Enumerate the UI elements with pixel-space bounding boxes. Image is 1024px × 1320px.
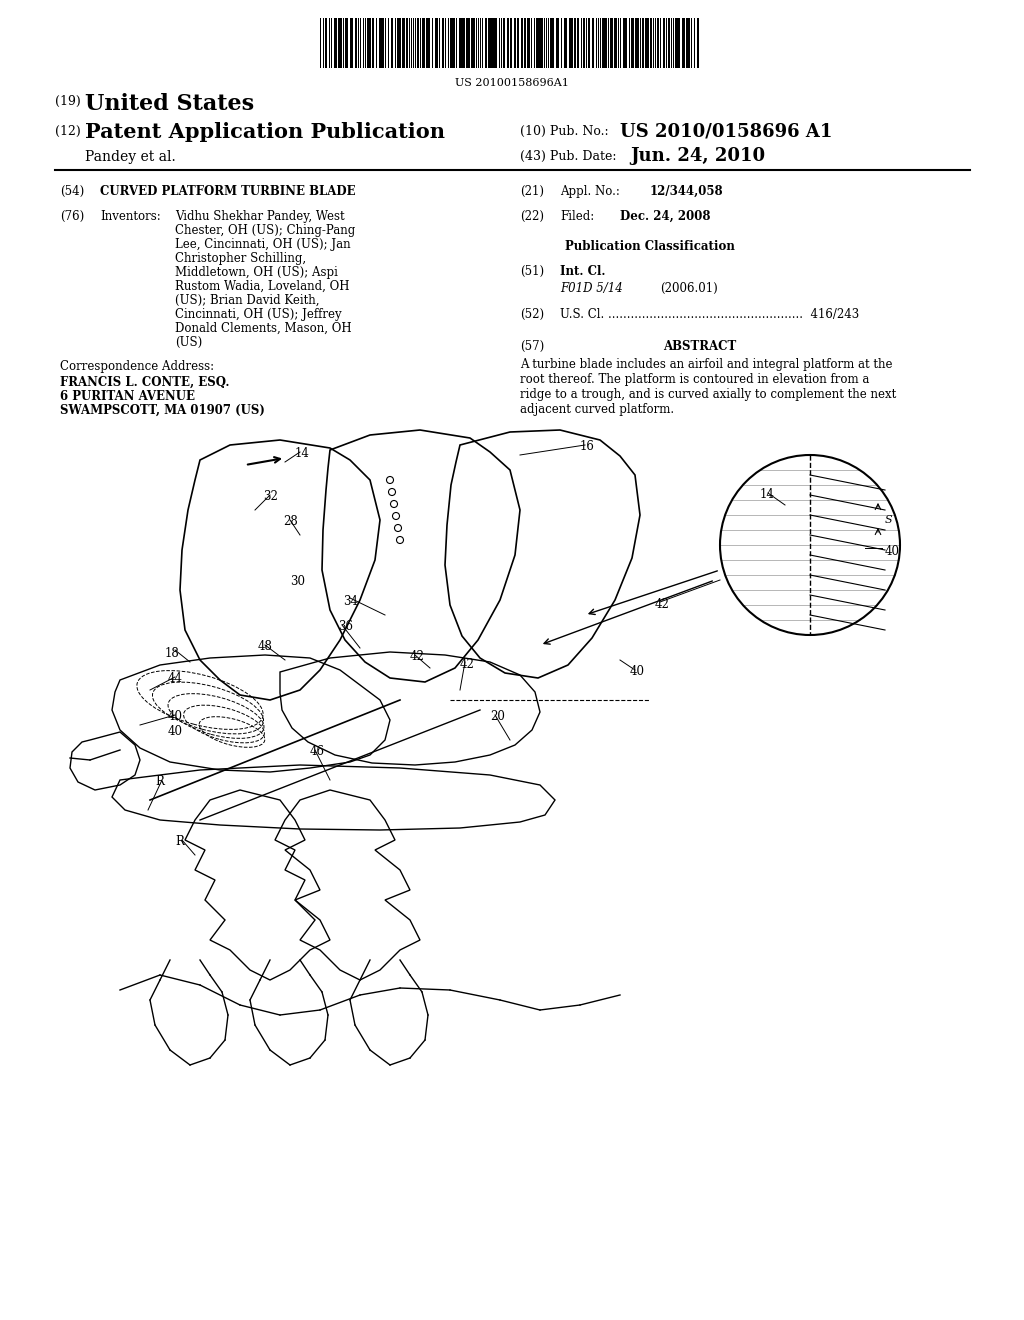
Bar: [495, 18, 497, 69]
Bar: [570, 18, 572, 69]
Text: Dec. 24, 2008: Dec. 24, 2008: [620, 210, 711, 223]
Text: (12): (12): [55, 125, 85, 139]
Text: 40: 40: [168, 725, 183, 738]
Text: US 20100158696A1: US 20100158696A1: [455, 78, 569, 88]
Text: Rustom Wadia, Loveland, OH: Rustom Wadia, Loveland, OH: [175, 280, 349, 293]
Text: Int. Cl.: Int. Cl.: [560, 265, 605, 279]
Bar: [422, 18, 424, 69]
Text: Lee, Cincinnati, OH (US); Jan: Lee, Cincinnati, OH (US); Jan: [175, 238, 350, 251]
Text: 40: 40: [885, 545, 900, 558]
Text: SWAMPSCOTT, MA 01907 (US): SWAMPSCOTT, MA 01907 (US): [60, 404, 265, 417]
Bar: [541, 18, 543, 69]
Text: 46: 46: [310, 744, 325, 758]
Bar: [436, 18, 438, 69]
Bar: [583, 18, 585, 69]
Text: 36: 36: [338, 620, 353, 634]
Text: 12/344,058: 12/344,058: [650, 185, 724, 198]
Text: A turbine blade includes an airfoil and integral platform at the
root thereof. T: A turbine blade includes an airfoil and …: [520, 358, 896, 416]
Bar: [538, 18, 541, 69]
Text: Appl. No.:: Appl. No.:: [560, 185, 620, 198]
Text: U.S. Cl. ....................................................  416/243: U.S. Cl. ...............................…: [560, 308, 859, 321]
Text: 34: 34: [343, 595, 358, 609]
Text: (51): (51): [520, 265, 544, 279]
Bar: [507, 18, 509, 69]
Text: R: R: [175, 836, 184, 847]
Bar: [492, 18, 494, 69]
Bar: [350, 18, 353, 69]
Bar: [368, 18, 371, 69]
Text: 20: 20: [490, 710, 505, 723]
Text: Christopher Schilling,: Christopher Schilling,: [175, 252, 306, 265]
Text: Middletown, OH (US); Aspi: Middletown, OH (US); Aspi: [175, 267, 338, 279]
Text: (US); Brian David Keith,: (US); Brian David Keith,: [175, 294, 319, 308]
Text: (57): (57): [520, 341, 544, 352]
Bar: [602, 18, 604, 69]
Bar: [514, 18, 516, 69]
Text: 14: 14: [295, 447, 310, 459]
Text: Cincinnati, OH (US); Jeffrey: Cincinnati, OH (US); Jeffrey: [175, 308, 342, 321]
Text: S: S: [885, 515, 893, 525]
Bar: [399, 18, 401, 69]
Text: 44: 44: [168, 672, 183, 685]
Text: Donald Clements, Mason, OH: Donald Clements, Mason, OH: [175, 322, 351, 335]
Bar: [592, 18, 594, 69]
Text: R: R: [155, 775, 164, 788]
Text: 42: 42: [410, 649, 425, 663]
Bar: [647, 18, 649, 69]
Text: (76): (76): [60, 210, 84, 223]
Text: 48: 48: [258, 640, 272, 653]
Text: Vidhu Shekhar Pandey, West: Vidhu Shekhar Pandey, West: [175, 210, 345, 223]
Text: Publication Classification: Publication Classification: [565, 240, 735, 253]
Text: 40: 40: [630, 665, 645, 678]
Text: (22): (22): [520, 210, 544, 223]
Text: (10) Pub. No.:: (10) Pub. No.:: [520, 125, 608, 139]
Bar: [428, 18, 430, 69]
Text: United States: United States: [85, 92, 254, 115]
Bar: [372, 18, 374, 69]
Text: (54): (54): [60, 185, 84, 198]
Text: 42: 42: [460, 657, 475, 671]
Text: US 2010/0158696 A1: US 2010/0158696 A1: [620, 121, 833, 140]
Text: (19): (19): [55, 95, 85, 108]
Text: Patent Application Publication: Patent Application Publication: [85, 121, 445, 143]
Text: 14: 14: [760, 488, 775, 502]
Text: 32: 32: [263, 490, 278, 503]
Bar: [406, 18, 408, 69]
Bar: [677, 18, 680, 69]
Text: (2006.01): (2006.01): [660, 282, 718, 294]
Text: FRANCIS L. CONTE, ESQ.: FRANCIS L. CONTE, ESQ.: [60, 376, 229, 389]
Bar: [471, 18, 474, 69]
Bar: [636, 18, 639, 69]
Text: Inventors:: Inventors:: [100, 210, 161, 223]
Text: 28: 28: [283, 515, 298, 528]
Bar: [459, 18, 462, 69]
Text: ABSTRACT: ABSTRACT: [664, 341, 736, 352]
Text: Pandey et al.: Pandey et al.: [85, 150, 176, 164]
Text: (21): (21): [520, 185, 544, 198]
Text: 40: 40: [168, 710, 183, 723]
Text: 30: 30: [290, 576, 305, 587]
Text: (43) Pub. Date:: (43) Pub. Date:: [520, 150, 616, 162]
Text: 16: 16: [580, 440, 595, 453]
Bar: [467, 18, 469, 69]
Text: 42: 42: [655, 598, 670, 611]
Text: F01D 5/14: F01D 5/14: [560, 282, 623, 294]
Bar: [556, 18, 558, 69]
Text: CURVED PLATFORM TURBINE BLADE: CURVED PLATFORM TURBINE BLADE: [100, 185, 355, 198]
Text: (US): (US): [175, 337, 203, 348]
Text: (52): (52): [520, 308, 544, 321]
Text: Jun. 24, 2010: Jun. 24, 2010: [630, 147, 765, 165]
Text: Filed:: Filed:: [560, 210, 594, 223]
Text: 18: 18: [165, 647, 180, 660]
Bar: [564, 18, 567, 69]
Text: Chester, OH (US); Ching-Pang: Chester, OH (US); Ching-Pang: [175, 224, 355, 238]
Bar: [675, 18, 677, 69]
Text: Correspondence Address:: Correspondence Address:: [60, 360, 214, 374]
Bar: [552, 18, 554, 69]
Bar: [574, 18, 575, 69]
Text: 6 PURITAN AVENUE: 6 PURITAN AVENUE: [60, 389, 195, 403]
Bar: [452, 18, 454, 69]
Bar: [668, 18, 670, 69]
